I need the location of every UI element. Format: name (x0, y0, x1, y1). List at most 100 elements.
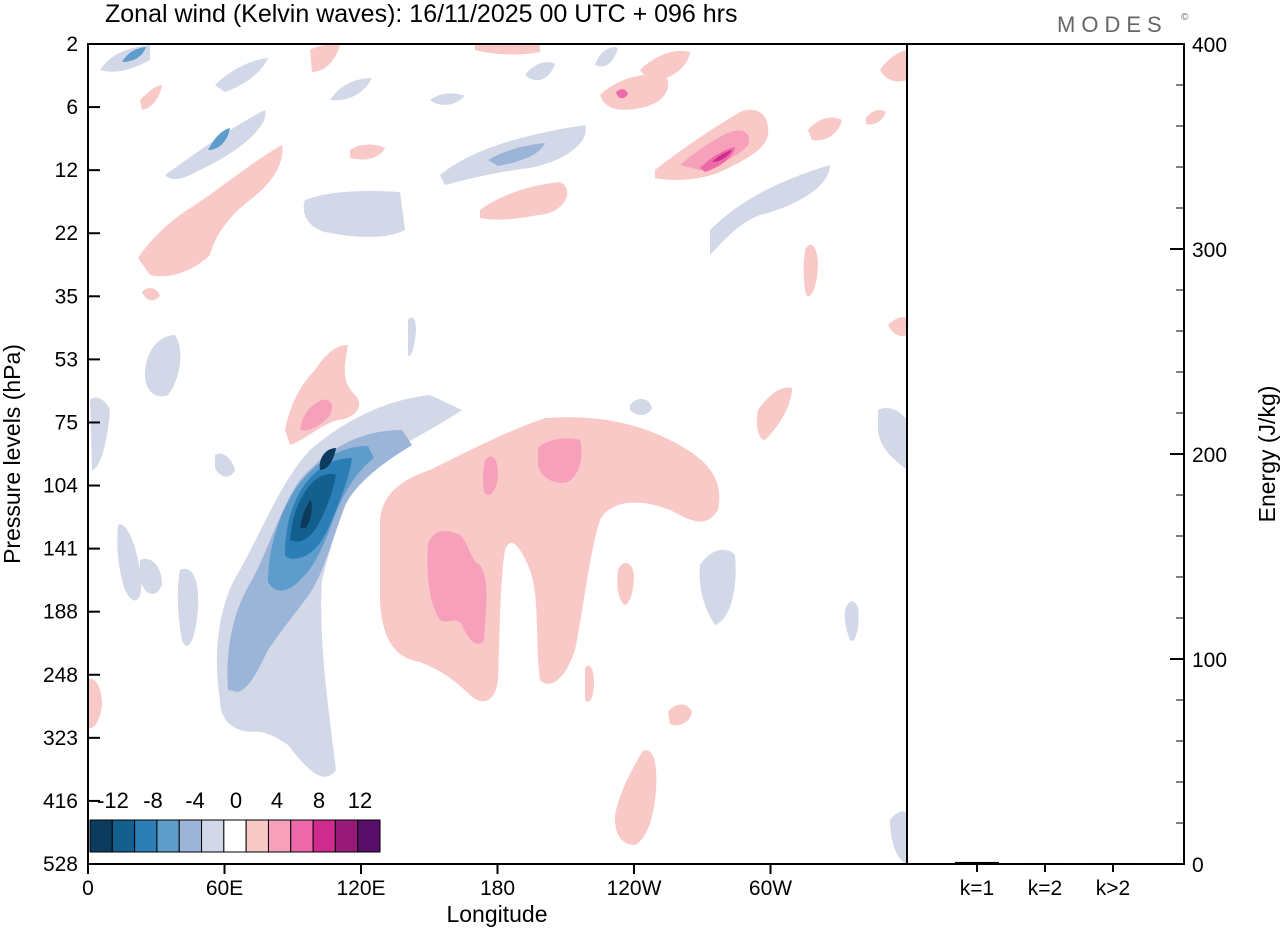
x-tick-label: 180 (480, 877, 515, 900)
pos-upper-right-edge (880, 50, 907, 82)
y-tick-label: 416 (43, 790, 78, 813)
colorbar-swatch (201, 819, 225, 853)
pos-fleck-8 (142, 288, 160, 301)
pos-fleck-5 (866, 110, 886, 125)
neg-patch-104 (215, 453, 235, 477)
neg-patch-60w (699, 549, 736, 625)
pressure-axis: 2 6 12 22 35 53 75 104 141 188 248 323 416 528 (43, 33, 100, 876)
pos-upper-b (600, 74, 669, 110)
colorbar-swatch (267, 819, 292, 853)
energy-tick-label: 400 (1192, 34, 1227, 57)
y-tick-label: 188 (43, 601, 78, 624)
neg-patch-53 (145, 335, 181, 397)
pos-patch-bottom (614, 750, 657, 845)
y-tick-label: 6 (66, 96, 78, 119)
colorbar-label: 8 (313, 788, 325, 813)
energy-panel: k=1 k=2 k>2 0 100 200 300 400 Energy (J/kg) (906, 34, 1280, 900)
x-tick-label: 60E (206, 877, 243, 900)
energy-tick-label: 0 (1192, 854, 1204, 877)
y-tick-label: 104 (43, 475, 78, 498)
pos-fleck-4 (808, 117, 842, 141)
neg-patch-141b (140, 558, 162, 595)
y-tick-label: 53 (55, 348, 78, 371)
pos-patch-left-edge (88, 678, 102, 729)
energy-category-label: k=1 (960, 877, 994, 900)
neg-region-core-2 (319, 448, 336, 470)
energy-axis-label: Energy (J/kg) (1254, 386, 1280, 523)
energy-category-label: k>2 (1096, 877, 1130, 900)
y-tick-label: 75 (55, 411, 78, 434)
x-tick-label: 60W (749, 877, 792, 900)
brand-logo: MODES (1057, 12, 1168, 37)
pos-fleck-7 (585, 665, 594, 702)
energy-tick-label: 300 (1192, 239, 1227, 262)
x-axis-label: Longitude (446, 901, 547, 927)
pos-upper-right-peak (712, 150, 732, 162)
colorbar-swatch (357, 819, 381, 853)
pos-fleck-1 (350, 144, 385, 160)
energy-axis: 0 100 200 300 400 (1170, 34, 1227, 877)
y-tick-label: 35 (55, 285, 78, 308)
colorbar-swatch (89, 819, 113, 853)
brand-copyright-mark: © (1181, 12, 1189, 23)
colorbar-label: -4 (185, 788, 205, 813)
neg-streak-right (710, 165, 830, 255)
neg-region-band-4 (227, 430, 412, 692)
colorbar-swatch (178, 819, 203, 853)
pos-patch-75-right (756, 387, 792, 440)
pos-streak-mid (480, 182, 568, 220)
energy-bar (955, 861, 999, 864)
colorbar-swatch (312, 819, 336, 853)
pos-fleck-right-35 (888, 317, 907, 336)
pos-region-core-a (427, 531, 487, 645)
colorbar-swatch (223, 819, 247, 853)
colorbar-label: 4 (271, 788, 283, 813)
pos-fleck-6 (668, 704, 692, 726)
pos-top-strip (475, 44, 540, 55)
pos-streak-thin-right (803, 244, 818, 296)
colorbar-label: 12 (348, 788, 372, 813)
pos-upper-b-core (616, 89, 628, 99)
positive-wind-region (88, 44, 907, 845)
pos-upper-right-mid (680, 130, 749, 170)
neg-fleck-7 (408, 317, 416, 356)
neg-patch-left (303, 190, 405, 237)
colorbar-label: 0 (230, 788, 242, 813)
pos-fleck-2 (310, 44, 340, 72)
y-tick-label: 22 (55, 222, 78, 245)
colorbar-swatch (290, 819, 314, 853)
colorbar-swatch (334, 819, 359, 853)
pos-fleck-3 (140, 85, 162, 110)
neg-region-core (300, 500, 312, 528)
energy-category-label: k=2 (1028, 877, 1062, 900)
pos-region-core-c (538, 438, 582, 483)
colorbar-swatch (245, 819, 269, 853)
chart-title: Zonal wind (Kelvin waves): 16/11/2025 00… (105, 0, 738, 28)
neg-patch-edge-left (90, 397, 110, 470)
colorbar-boxes (89, 819, 381, 853)
y-axis-label: Pressure levels (hPa) (0, 344, 25, 564)
colorbar-legend: -12 -8 -4 0 4 8 12 (89, 788, 381, 853)
colorbar-swatch (134, 819, 158, 853)
neg-fleck-3 (525, 62, 555, 81)
x-tick-label: 120E (336, 877, 385, 900)
y-tick-label: 528 (43, 853, 78, 876)
y-tick-label: 248 (43, 664, 78, 687)
colorbar-swatch (111, 819, 136, 853)
energy-tick-label: 100 (1192, 649, 1227, 672)
contour-panel: 2 6 12 22 35 53 75 104 141 188 248 323 416 528 0 60E 12… (0, 33, 908, 927)
x-tick-label: 120W (607, 877, 662, 900)
pos-patch-141-right (617, 563, 634, 605)
y-tick-label: 2 (66, 33, 78, 56)
y-tick-label: 323 (43, 727, 78, 750)
x-tick-label: 0 (82, 877, 94, 900)
neg-streak-upper-mid (488, 143, 545, 166)
neg-patch-141c (177, 568, 199, 646)
neg-streak-a-core (208, 128, 230, 150)
neg-upper-mid (215, 58, 268, 92)
negative-wind-region (90, 45, 907, 864)
y-tick-label: 141 (43, 538, 78, 561)
energy-background (907, 44, 1184, 864)
energy-tick-label: 200 (1192, 444, 1227, 467)
